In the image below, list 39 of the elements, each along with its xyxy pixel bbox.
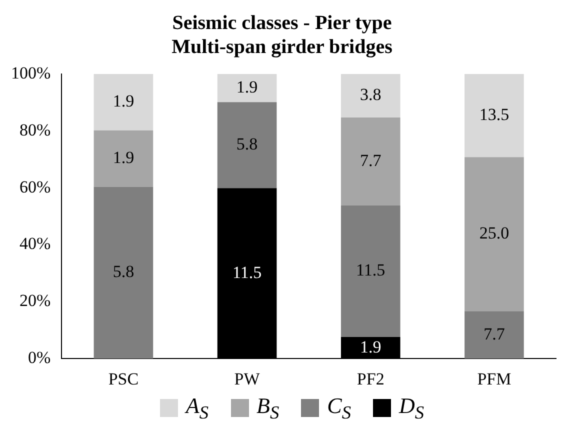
annotation: 1.9 [360, 337, 382, 356]
legend-label: A$_{S}$ [186, 393, 209, 424]
bar [94, 74, 154, 130]
bar [217, 102, 277, 188]
annotation: 3.8 [360, 85, 382, 104]
y-tick-label: 60% [19, 177, 51, 196]
annotation: 1.9 [112, 92, 134, 111]
bar [94, 130, 154, 187]
annotation: 7.7 [360, 150, 382, 170]
annotation: 5.8 [236, 134, 258, 154]
annotation: 13.5 [479, 105, 510, 124]
bar [217, 74, 277, 102]
y-tick-label: 20% [19, 291, 51, 310]
legend-label: D$_{S}$ [399, 393, 424, 424]
legend-label: C$_{S}$ [327, 393, 352, 424]
x-tick-label: PF2 [356, 369, 384, 388]
x-tick-label: PW [234, 369, 261, 388]
bar [340, 74, 400, 118]
y-tick-label: 80% [19, 120, 51, 140]
chart-title: Seismic classes - Pier type Multi-span girder bridges [172, 12, 393, 58]
annotation: 1.9 [236, 78, 258, 97]
annotation: 5.8 [112, 262, 134, 282]
y-tick-label: 40% [19, 234, 51, 254]
y-tick-label: 0% [28, 348, 51, 368]
bar [340, 205, 400, 337]
bar [464, 157, 524, 312]
bar [464, 74, 524, 158]
bar [340, 118, 400, 206]
annotation: 11.5 [232, 262, 262, 282]
x-tick-label: PFM [477, 369, 512, 388]
annotation: 11.5 [356, 260, 386, 280]
annotation: 1.9 [112, 148, 134, 167]
annotation: 25.0 [479, 224, 510, 243]
annotation: 7.7 [484, 324, 506, 344]
legend-label: B$_{S}$ [256, 393, 280, 424]
bar [94, 186, 154, 359]
x-tick-label: PSC [108, 369, 139, 388]
bar [464, 311, 524, 359]
y-tick-label: 100% [10, 63, 51, 82]
